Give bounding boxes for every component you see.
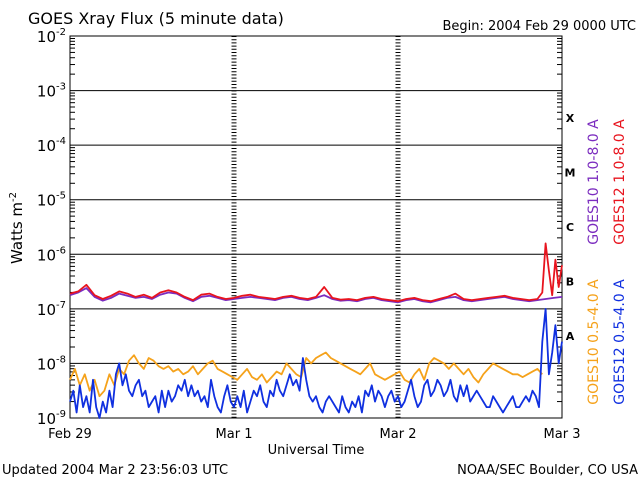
x-tick-label: Mar 3 bbox=[544, 427, 581, 442]
y-tick-label: 10-5 bbox=[37, 191, 66, 210]
y-tick-base: 10 bbox=[37, 83, 56, 101]
y-axis-label-exponent: -2 bbox=[8, 192, 19, 202]
legend-entry-goes12-short: GOES12 0.5-4.0 A bbox=[612, 279, 628, 405]
y-tick-label: 10-4 bbox=[37, 136, 66, 155]
y-tick-label: 10-8 bbox=[37, 354, 66, 373]
legend-entry-goes10-long: GOES10 1.0-8.0 A bbox=[586, 119, 602, 245]
series-line-goes12_long bbox=[69, 242, 563, 303]
y-tick-exponent: -6 bbox=[56, 245, 66, 256]
series-lines bbox=[69, 242, 563, 419]
x-tick-label: Feb 29 bbox=[48, 427, 92, 442]
y-tick-base: 10 bbox=[37, 246, 56, 264]
begin-label: Begin: 2004 Feb 29 0000 UTC bbox=[442, 19, 636, 34]
plot-area bbox=[69, 35, 563, 419]
legend-entry-goes10-short: GOES10 0.5-4.0 A bbox=[586, 279, 602, 405]
y-tick-exponent: -3 bbox=[56, 82, 66, 93]
updated-timestamp: Updated 2004 Mar 2 23:56:03 UTC bbox=[2, 463, 228, 478]
y-minor-ticks bbox=[70, 37, 562, 403]
y-tick-exponent: -7 bbox=[56, 300, 66, 311]
y-tick-base: 10 bbox=[37, 192, 56, 210]
x-axis-label: Universal Time bbox=[268, 443, 365, 458]
y-axis-label-text: Watts m bbox=[8, 202, 26, 264]
y-tick-base: 10 bbox=[37, 410, 56, 428]
chart-title: GOES Xray Flux (5 minute data) bbox=[28, 9, 284, 28]
y-tick-exponent: -2 bbox=[56, 27, 66, 38]
y-tick-exponent: -9 bbox=[56, 409, 66, 420]
series-line-goes12_short bbox=[69, 307, 563, 419]
legend-entry-goes12-long: GOES12 1.0-8.0 A bbox=[612, 119, 628, 245]
y-tick-base: 10 bbox=[37, 137, 56, 155]
series-line-goes10_long bbox=[69, 287, 563, 304]
credit-text: NOAA/SEC Boulder, CO USA bbox=[457, 463, 638, 478]
y-tick-base: 10 bbox=[37, 355, 56, 373]
legend: GOES10 1.0-8.0 A GOES12 1.0-8.0 A GOES10… bbox=[586, 119, 628, 405]
flare-class-label: X bbox=[566, 112, 575, 125]
y-axis-label: Watts m-2 bbox=[8, 192, 26, 264]
y-tick-base: 10 bbox=[37, 28, 56, 46]
series-line-goes10_short bbox=[69, 351, 543, 398]
flare-class-label: B bbox=[566, 276, 574, 289]
flare-class-labels: X M C B A bbox=[565, 112, 576, 343]
x-tick-labels: Feb 29 Mar 1 Mar 2 Mar 3 bbox=[48, 427, 580, 442]
x-tick-label: Mar 1 bbox=[216, 427, 253, 442]
flare-class-label: A bbox=[566, 330, 575, 343]
y-tick-label: 10-9 bbox=[37, 409, 66, 428]
y-tick-exponent: -8 bbox=[56, 354, 66, 365]
y-tick-label: 10-2 bbox=[37, 27, 66, 46]
y-tick-labels: 10-210-310-410-510-610-710-810-9 bbox=[37, 27, 66, 428]
y-tick-label: 10-7 bbox=[37, 300, 66, 319]
y-tick-label: 10-6 bbox=[37, 245, 66, 264]
horizontal-gridlines bbox=[70, 90, 562, 364]
y-tick-exponent: -5 bbox=[56, 191, 66, 202]
y-tick-label: 10-3 bbox=[37, 82, 66, 101]
plot-frame bbox=[69, 35, 563, 419]
y-tick-base: 10 bbox=[37, 301, 56, 319]
flare-class-label: M bbox=[565, 166, 576, 179]
flare-class-label: C bbox=[566, 221, 574, 234]
x-tick-label: Mar 2 bbox=[380, 427, 417, 442]
y-tick-exponent: -4 bbox=[56, 136, 66, 147]
